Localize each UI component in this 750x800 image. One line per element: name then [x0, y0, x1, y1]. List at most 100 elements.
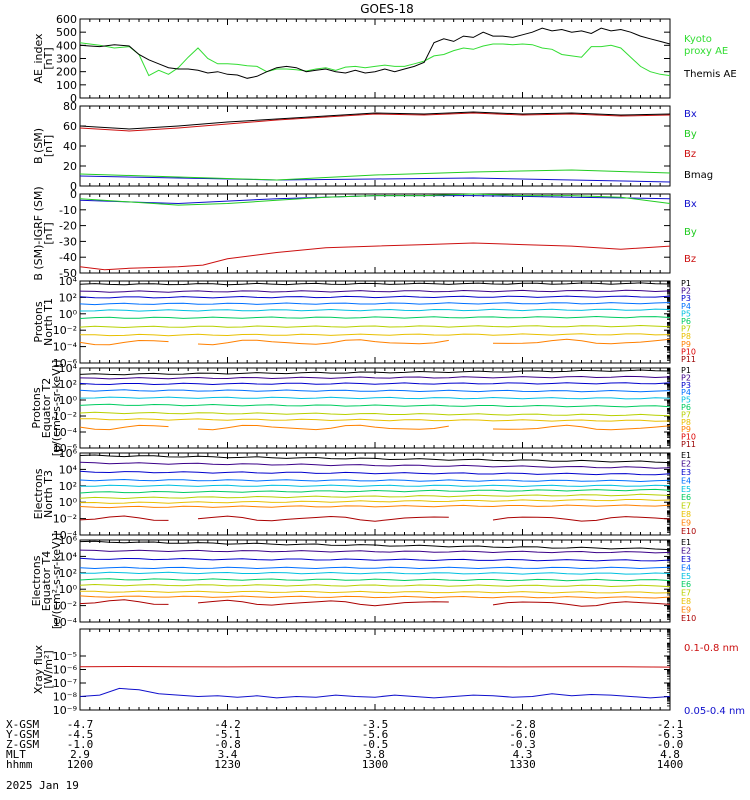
y-axis-label: North T1	[42, 298, 55, 346]
legend-entry: P7	[681, 325, 691, 334]
y-tick-label: -50	[59, 267, 77, 280]
footer-value: 1400	[657, 758, 684, 771]
legend-entry: P10	[681, 347, 696, 356]
footer-value: -0.8	[214, 738, 241, 751]
y-tick-label: 10²	[59, 567, 77, 580]
legend-entry: E10	[681, 527, 696, 536]
y-axis-label: Electrons	[30, 555, 43, 606]
footer-row-label: MLT	[6, 748, 26, 761]
legend-entry: E3	[681, 468, 691, 477]
legend-entry: E10	[681, 614, 696, 623]
channel-line-p5	[79, 308, 671, 312]
y-axis-label: Equator T4	[40, 551, 53, 611]
series-line-by	[79, 169, 671, 181]
channel-line-p9	[79, 424, 169, 431]
footer-value: 1230	[214, 758, 241, 771]
y-tick-label: 60	[63, 120, 77, 133]
legend-entry: Bmag	[684, 170, 713, 181]
panel-frame	[79, 628, 671, 711]
channel-line-p9	[492, 424, 671, 431]
legend-entry: P6	[681, 317, 691, 326]
channel-line-e10	[79, 599, 169, 605]
legend-entry: P2	[681, 373, 691, 382]
y-axis-label: Equator T2	[40, 378, 53, 438]
y-tick-label: 10⁴	[59, 362, 78, 375]
series-line-0-1-0-8-nm	[79, 665, 671, 668]
legend-entry: E9	[681, 519, 691, 528]
y-axis-label: [W/m²]	[42, 650, 55, 688]
channel-line-e8	[80, 590, 671, 594]
y-tick-label: 10⁻⁹	[53, 704, 77, 717]
panel-xray: 10⁻⁹10⁻⁸10⁻⁷10⁻⁶10⁻⁵ Xray flux[W/m²] 0.1-0…	[32, 628, 745, 717]
legend-entry: E6	[681, 580, 691, 589]
channel-line-p1	[79, 282, 671, 286]
footer-value: 1300	[362, 758, 389, 771]
channel-line-p2	[79, 375, 671, 380]
legend-entry: 0.05-0.4 nm	[684, 706, 745, 717]
series-line-bx	[79, 175, 671, 183]
channel-line-e10	[492, 516, 671, 522]
channel-line-e6	[79, 488, 671, 494]
legend-entry: E6	[681, 493, 691, 502]
legend-entry: E7	[681, 502, 691, 511]
y-tick-label: 10⁻²	[53, 324, 77, 337]
y-axis-label: Protons	[32, 301, 45, 342]
channel-line-e10	[197, 515, 449, 522]
y-tick-label: 10⁶	[59, 447, 78, 460]
y-tick-label: 20	[63, 160, 77, 173]
channel-line-e5	[79, 571, 671, 575]
legend-entry: E3	[681, 555, 691, 564]
series-line-bz	[79, 242, 671, 271]
y-tick-label: 10⁻⁴	[53, 426, 78, 439]
channel-line-e7	[79, 493, 671, 500]
y-tick-label: 10²	[59, 378, 77, 391]
channel-line-p9	[197, 339, 449, 346]
panel-b_sm: 0 20 40 60 80 B (SM)[nT] Bx By Bz Bmag	[32, 100, 713, 193]
y-tick-label: 300	[56, 53, 77, 66]
panel-frame	[79, 193, 671, 274]
footer-value: -2.8	[509, 718, 536, 731]
footer-value: -2.1	[657, 718, 684, 731]
channel-line-e1	[79, 454, 671, 464]
legend-entry: E4	[681, 563, 691, 572]
channel-line-p3	[79, 382, 671, 386]
footer-value: -4.2	[214, 718, 241, 731]
channel-line-e4	[79, 478, 671, 483]
channel-line-p9	[492, 338, 671, 345]
channel-line-e7	[79, 583, 671, 588]
y-tick-label: 10²	[59, 480, 77, 493]
legend-entry: P11	[681, 440, 696, 449]
legend-entry: proxy AE	[684, 46, 728, 57]
legend-entry: P4	[681, 388, 691, 397]
footer-value: 4.8	[660, 748, 680, 761]
footer-value: 1330	[509, 758, 536, 771]
channel-line-p4	[79, 302, 671, 306]
channel-line-e2	[79, 461, 671, 469]
y-tick-label: 10⁻⁸	[53, 691, 78, 704]
y-tick-label: 10⁻⁴	[53, 341, 78, 354]
legend-entry: P8	[681, 418, 691, 427]
legend-entry: Kyoto	[684, 34, 712, 45]
y-tick-label: 10⁰	[59, 583, 78, 596]
channel-line-e3	[79, 557, 671, 562]
channel-line-e10	[197, 599, 449, 607]
y-tick-label: 10⁰	[59, 496, 78, 509]
figure-title: GOES-18	[360, 2, 414, 16]
y-axis-label: Protons	[30, 387, 43, 428]
footer-value: -0.3	[509, 738, 536, 751]
y-axis-label: Electrons	[32, 468, 45, 519]
legend-entry: E5	[681, 485, 691, 494]
y-axis-label: [nT]	[42, 47, 55, 69]
y-tick-label: 80	[63, 100, 77, 113]
channel-line-e10	[79, 515, 169, 521]
footer-value: -5.1	[214, 728, 241, 741]
y-tick-label: 10⁻⁶	[53, 664, 78, 677]
y-axis-label: AE_index	[32, 33, 45, 84]
y-tick-label: 40	[63, 140, 77, 153]
footer-value: -3.5	[362, 718, 389, 731]
channel-line-p6	[79, 403, 671, 408]
channel-line-p3	[79, 295, 671, 299]
